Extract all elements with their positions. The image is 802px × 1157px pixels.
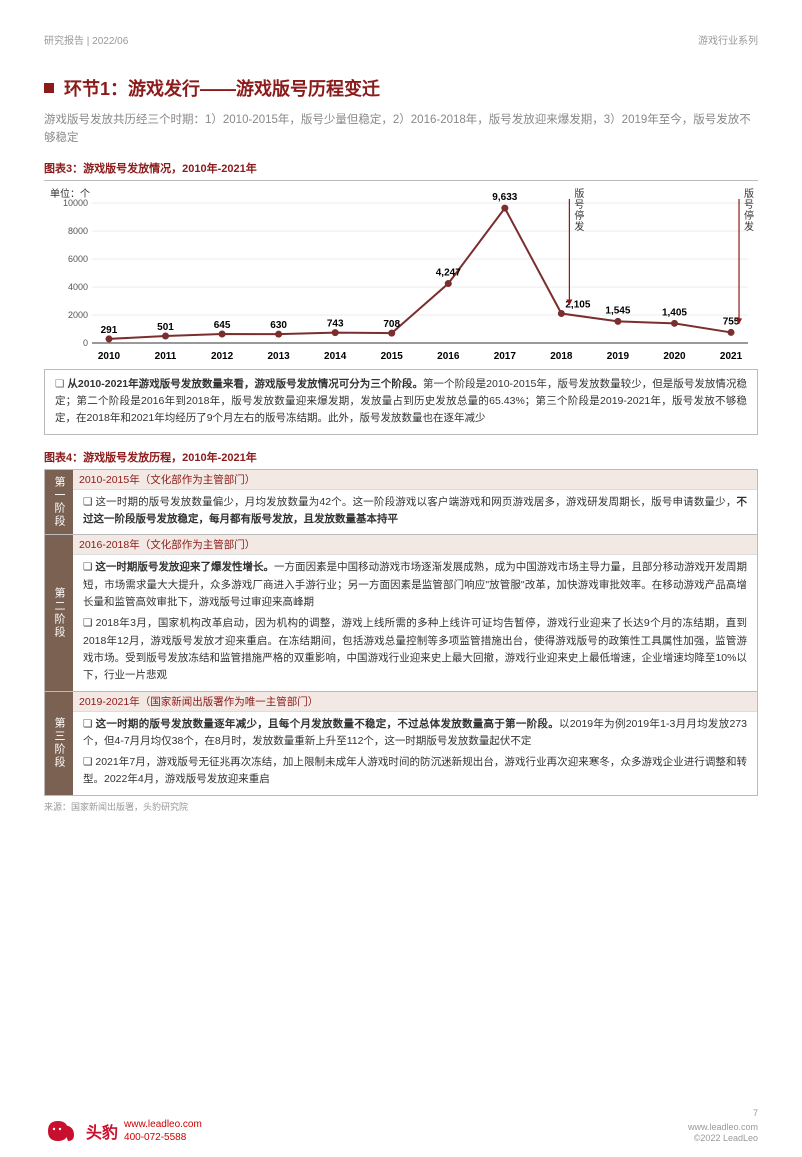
footer-links: www.leadleo.com 400-072-5588 bbox=[124, 1118, 202, 1144]
svg-text:8000: 8000 bbox=[68, 226, 88, 236]
svg-text:2015: 2015 bbox=[381, 351, 404, 362]
chart-container: 单位：个 02000400060008000100002010201120122… bbox=[44, 185, 758, 365]
svg-text:2018: 2018 bbox=[550, 351, 573, 362]
phase-bullet: ❏ 2018年3月，国家机构改革启动，因为机构的调整，游戏上线所需的多种上线许可… bbox=[83, 615, 747, 684]
phase-period: 2016-2018年（文化部作为主管部门） bbox=[73, 535, 757, 555]
svg-text:号: 号 bbox=[574, 199, 584, 211]
svg-text:2012: 2012 bbox=[211, 351, 234, 362]
phase-period: 2019-2021年（国家新闻出版署作为唯一主管部门） bbox=[73, 692, 757, 712]
svg-text:4000: 4000 bbox=[68, 282, 88, 292]
phase-row: 第二阶段2016-2018年（文化部作为主管部门） ❏ 这一时期版号发放迎来了爆发… bbox=[45, 534, 757, 690]
line-chart: 0200040006000800010000201020112012201320… bbox=[44, 185, 758, 365]
svg-text:2020: 2020 bbox=[663, 351, 686, 362]
phase-table: 第一阶段2010-2015年（文化部作为主管部门） ❏ 这一时期的版号发放数量偏少… bbox=[44, 469, 758, 796]
svg-text:630: 630 bbox=[270, 320, 287, 331]
brand-char: 头豹 bbox=[86, 1119, 118, 1143]
svg-text:停: 停 bbox=[744, 209, 754, 222]
svg-text:号: 号 bbox=[744, 199, 754, 211]
page-header: 研究报告 | 2022/06 游戏行业系列 bbox=[44, 32, 758, 47]
svg-text:0: 0 bbox=[83, 338, 88, 348]
footer-left: 头豹 www.leadleo.com 400-072-5588 bbox=[44, 1117, 202, 1145]
svg-text:2017: 2017 bbox=[494, 351, 517, 362]
svg-text:2010: 2010 bbox=[98, 351, 121, 362]
header-right: 游戏行业系列 bbox=[698, 32, 758, 47]
footer-right-url: www.leadleo.com bbox=[688, 1122, 758, 1132]
chart-unit-label: 单位：个 bbox=[50, 185, 90, 200]
phase-bullet: ❏ 这一时期的版号发放数量偏少，月均发放数量为42个。这一阶段游戏以客户端游戏和… bbox=[83, 494, 747, 529]
page-number: 7 bbox=[688, 1108, 758, 1120]
page-footer: 头豹 www.leadleo.com 400-072-5588 7 www.le… bbox=[44, 1108, 758, 1145]
svg-text:发: 发 bbox=[744, 220, 754, 233]
figure4-title: 图表4：游戏版号发放历程，2010年-2021年 bbox=[44, 445, 758, 469]
svg-text:2021: 2021 bbox=[720, 351, 743, 362]
footer-url: www.leadleo.com bbox=[124, 1118, 202, 1131]
svg-text:4,247: 4,247 bbox=[436, 267, 461, 278]
phase-row: 第一阶段2010-2015年（文化部作为主管部门） ❏ 这一时期的版号发放数量偏少… bbox=[45, 469, 757, 535]
source-line: 来源：国家新闻出版署，头豹研究院 bbox=[44, 800, 758, 813]
svg-text:2000: 2000 bbox=[68, 310, 88, 320]
svg-text:2013: 2013 bbox=[267, 351, 290, 362]
svg-text:1,405: 1,405 bbox=[662, 307, 687, 318]
footer-phone: 400-072-5588 bbox=[124, 1131, 202, 1144]
section-title-row: 环节1：游戏发行——游戏版号历程变迁 bbox=[44, 75, 758, 101]
phase-label: 第一阶段 bbox=[45, 470, 73, 535]
phase-period: 2010-2015年（文化部作为主管部门） bbox=[73, 470, 757, 490]
svg-text:9,633: 9,633 bbox=[492, 192, 517, 203]
logo-icon bbox=[44, 1117, 80, 1145]
phase-body: 2016-2018年（文化部作为主管部门） ❏ 这一时期版号发放迎来了爆发性增长。… bbox=[73, 535, 757, 690]
phase-body: 2019-2021年（国家新闻出版署作为唯一主管部门） ❏ 这一时期的版号发放数量… bbox=[73, 692, 757, 795]
phase-bullet: ❏ 这一时期版号发放迎来了爆发性增长。一方面因素是中国移动游戏市场逐渐发展成熟，… bbox=[83, 559, 747, 611]
svg-text:755: 755 bbox=[723, 316, 740, 327]
figure3-title: 图表3：游戏版号发放情况，2010年-2021年 bbox=[44, 156, 758, 181]
title-bullet-icon bbox=[44, 83, 54, 93]
svg-text:708: 708 bbox=[383, 319, 400, 330]
svg-text:2014: 2014 bbox=[324, 351, 347, 362]
svg-text:501: 501 bbox=[157, 322, 174, 333]
svg-text:1,545: 1,545 bbox=[605, 305, 630, 316]
footer-copyright: ©2022 LeadLeo bbox=[694, 1133, 758, 1143]
header-left: 研究报告 | 2022/06 bbox=[44, 32, 128, 47]
svg-text:743: 743 bbox=[327, 318, 344, 329]
intro-paragraph: 游戏版号发放共历经三个时期：1）2010-2015年，版号少量但稳定，2）201… bbox=[44, 111, 758, 148]
svg-text:停: 停 bbox=[574, 209, 584, 222]
svg-text:645: 645 bbox=[214, 320, 231, 331]
summary-bullet: 从2010-2021年游戏版号发放数量来看，游戏版号发放情况可分为三个阶段。第一… bbox=[55, 376, 747, 428]
svg-text:6000: 6000 bbox=[68, 254, 88, 264]
svg-text:发: 发 bbox=[574, 220, 584, 233]
phase-bullet: ❏ 2021年7月，游戏版号无征兆再次冻结，加上限制未成年人游戏时间的防沉迷新规… bbox=[83, 754, 747, 789]
summary-lead: 从2010-2021年游戏版号发放数量来看，游戏版号发放情况可分为三个阶段。 bbox=[67, 378, 423, 390]
phase-body: 2010-2015年（文化部作为主管部门） ❏ 这一时期的版号发放数量偏少，月均发… bbox=[73, 470, 757, 535]
svg-text:2011: 2011 bbox=[155, 351, 177, 362]
phase-label: 第三阶段 bbox=[45, 692, 73, 795]
svg-text:版: 版 bbox=[574, 187, 584, 200]
svg-text:版: 版 bbox=[744, 187, 754, 200]
footer-right: 7 www.leadleo.com ©2022 LeadLeo bbox=[688, 1108, 758, 1145]
section-title: 环节1：游戏发行——游戏版号历程变迁 bbox=[64, 75, 380, 101]
summary-box: 从2010-2021年游戏版号发放数量来看，游戏版号发放情况可分为三个阶段。第一… bbox=[44, 369, 758, 435]
svg-text:291: 291 bbox=[101, 325, 118, 336]
svg-text:2016: 2016 bbox=[437, 351, 460, 362]
phase-row: 第三阶段2019-2021年（国家新闻出版署作为唯一主管部门） ❏ 这一时期的版号… bbox=[45, 691, 757, 795]
svg-text:2019: 2019 bbox=[607, 351, 630, 362]
phase-bullet: ❏ 这一时期的版号发放数量逐年减少，且每个月发放数量不稳定，不过总体发放数量高于… bbox=[83, 716, 747, 751]
phase-label: 第二阶段 bbox=[45, 535, 73, 690]
